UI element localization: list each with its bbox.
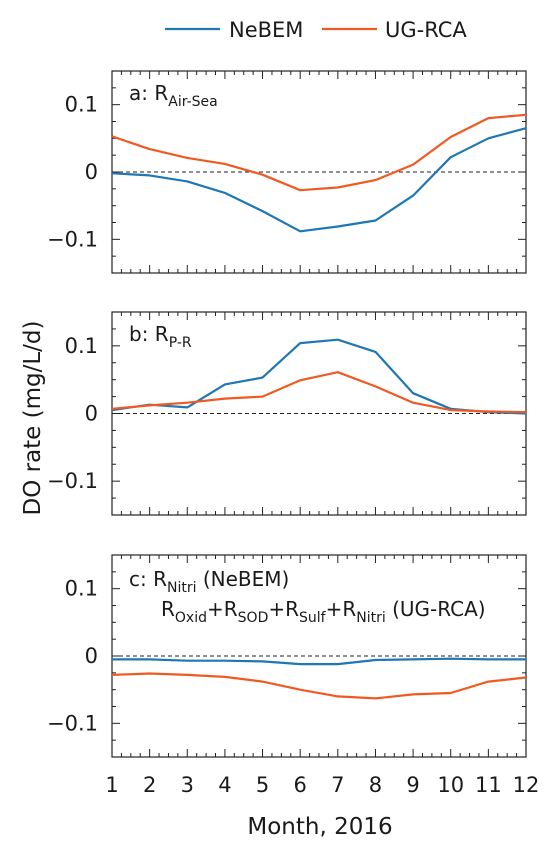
panel-b-label-subscript: P-R (169, 335, 192, 351)
x-axis-title: Month, 2016 (247, 814, 392, 840)
panels: 0.1 0 −0.1 a: RAir-Sea 0.1 0 −0.1 b: RP-R 0.1 0 −0… (47, 70, 540, 797)
x-tick-label: 12 (513, 773, 540, 797)
panel-c-line-nebem (112, 657, 526, 666)
panel-c-label-line1: c: RNitri (NeBEM) (129, 567, 289, 596)
x-tick-label: 2 (143, 773, 156, 797)
panel-a-line-ugrca (111, 113, 527, 192)
panel-b-line-ugrca (111, 371, 527, 414)
x-tick-label: 4 (218, 773, 231, 797)
panel-a-line-nebem (111, 127, 527, 233)
panel-a-label-subscript: Air-Sea (168, 94, 217, 110)
panel-c-ytick-label: −0.1 (47, 711, 98, 735)
y-axis-title: DO rate (mg/L/d) (20, 320, 46, 515)
panel-a: 0.1 0 −0.1 a: RAir-Sea (47, 70, 527, 274)
panel-c-label-line1-subscript: Nitri (167, 580, 197, 596)
x-tick-label: 9 (406, 773, 419, 797)
panel-c-label-line2-part: +R (207, 597, 238, 621)
x-tick-label: 10 (437, 773, 464, 797)
legend-label-nebem: NeBEM (229, 18, 303, 42)
panel-c-ytick-label: 0 (85, 644, 98, 668)
legend-label-ugrca: UG-RCA (385, 18, 467, 42)
panel-a-ytick-label: 0.1 (65, 93, 98, 117)
panel-b-ytick-label: 0 (85, 402, 98, 426)
panel-a-label: a: RAir-Sea (129, 81, 218, 110)
panel-c-label-line2-part: +R (326, 597, 357, 621)
x-tick-label: 7 (331, 773, 344, 797)
panel-c-line-ugrca (111, 672, 527, 700)
x-tick-label: 5 (256, 773, 269, 797)
x-tick-label: 3 (181, 773, 194, 797)
panel-c-label-line2-part: (UG-RCA) (386, 597, 486, 621)
panel-c-ytick-label: 0.1 (65, 577, 98, 601)
panel-c-label-line2-subscript: Sulf (299, 610, 327, 626)
panel-c-label-line2-subscript: Nitri (356, 610, 386, 626)
panel-b-ytick-label: 0.1 (65, 334, 98, 358)
panel-b-label-part: b: R (129, 322, 169, 346)
panel-c-label-line1-part: c: R (129, 567, 167, 591)
panel-c-label-line2-part: +R (268, 597, 299, 621)
legend: NeBEM UG-RCA (165, 18, 467, 42)
panel-c-label-line1-part: (NeBEM) (197, 567, 290, 591)
panel-a-label-part: a: R (129, 81, 168, 105)
panel-c-label-line2-subscript: SOD (238, 610, 269, 626)
panel-a-ytick-label: 0 (85, 160, 98, 184)
panel-c-label-line2: ROxid+RSOD+RSulf+RNitri (UG-RCA) (161, 597, 486, 626)
panel-c-label-line2-part: R (161, 597, 175, 621)
panel-c: 0.10−0.1c: RNitri (NeBEM)ROxid+RSOD+RSul… (47, 554, 540, 797)
x-tick-label: 8 (369, 773, 382, 797)
x-tick-label: 1 (105, 773, 118, 797)
panel-b: 0.1 0 −0.1 b: RP-R (47, 311, 527, 516)
panel-c-label-line2-subscript: Oxid (175, 610, 207, 626)
x-tick-label: 6 (293, 773, 306, 797)
x-tick-label: 11 (475, 773, 502, 797)
panel-a-ytick-label: −0.1 (47, 227, 98, 251)
panel-b-label: b: RP-R (129, 322, 192, 351)
panel-b-ytick-label: −0.1 (47, 469, 98, 493)
